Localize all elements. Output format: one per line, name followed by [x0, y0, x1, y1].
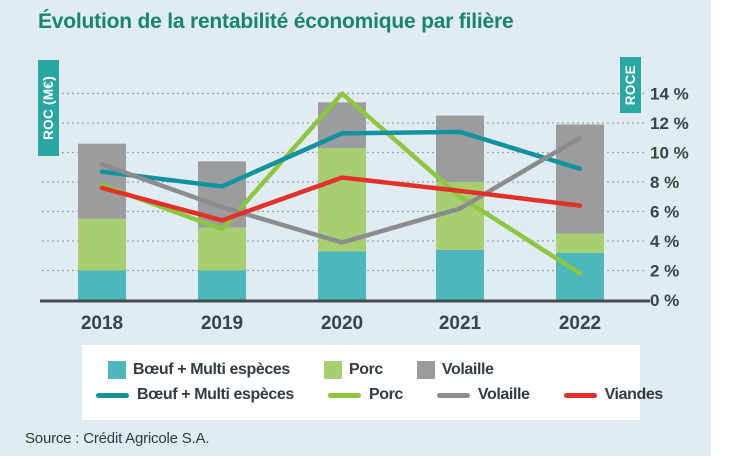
right-axis-tick-label: 4 %: [650, 232, 679, 251]
left-axis-label: ROC (M€): [41, 76, 56, 140]
swatch-square-porc-icon: [323, 361, 342, 379]
legend-item-bar-volaille: Volaille: [416, 361, 494, 379]
bar-segment: [78, 270, 126, 300]
x-axis-label: 2021: [439, 313, 482, 334]
bar-segment: [78, 218, 126, 271]
bar-segment: [556, 252, 604, 300]
bar-segment: [78, 143, 126, 219]
swatch-line-porc-icon: [327, 392, 361, 398]
right-axis-tick-label: 8 %: [650, 173, 679, 192]
legend-label: Bœuf + Multi espèces: [137, 386, 294, 403]
swatch-square-volaille-icon: [416, 361, 435, 379]
bar-segment: [318, 148, 366, 252]
bar-segment: [198, 227, 246, 271]
x-axis-label: 2020: [321, 313, 363, 334]
roce-line: [99, 91, 583, 276]
legend-item-line-boeuf: Bœuf + Multi espèces: [96, 386, 294, 404]
legend-label: Porc: [368, 386, 403, 403]
x-axis-label: 2019: [201, 313, 243, 334]
legend-row-bars: Bœuf + Multi espèces Porc Volaille: [82, 361, 640, 379]
roce-line: [99, 135, 583, 245]
swatch-square-boeuf-icon: [108, 361, 126, 379]
bar-segment: [556, 124, 604, 234]
right-axis-tick-label: 12 %: [650, 114, 689, 133]
legend-row-lines: Bœuf + Multi espèces Porc Volaille Viand…: [82, 386, 663, 404]
left-axis-label-badge: ROC (M€): [38, 60, 59, 156]
bar-segment: [436, 115, 484, 182]
legend-item-line-viandes: Viandes: [563, 386, 664, 404]
roce-line: [99, 175, 583, 223]
swatch-line-viandes-icon: [563, 392, 597, 398]
right-axis-tick-label: 0 %: [650, 291, 679, 310]
right-axis-label-badge: ROCE: [620, 57, 641, 113]
x-axis-label: 2022: [559, 313, 601, 334]
right-axis-label: ROCE: [623, 64, 638, 106]
roce-line: [99, 129, 583, 189]
bar-segment: [318, 251, 366, 300]
source-caption: Source : Crédit Agricole S.A.: [25, 430, 210, 447]
chart-title: Évolution de la rentabilité économique p…: [38, 10, 514, 33]
legend-item-bar-boeuf: Bœuf + Multi espèces: [108, 361, 290, 379]
legend-item-line-porc: Porc: [327, 386, 403, 404]
bar-segment: [436, 249, 484, 300]
legend-label: Viandes: [604, 386, 664, 403]
swatch-line-volaille-icon: [436, 392, 470, 398]
chart-panel: Évolution de la rentabilité économique p…: [0, 0, 711, 456]
bar-segment: [198, 270, 246, 300]
right-axis-tick-label: 6 %: [650, 203, 679, 222]
legend: Bœuf + Multi espèces Porc Volaille Bœuf …: [82, 345, 663, 420]
legend-label: Porc: [348, 361, 383, 378]
legend-label: Bœuf + Multi espèces: [133, 361, 290, 378]
bar-segment: [556, 233, 604, 253]
legend-label: Volaille: [477, 386, 530, 403]
legend-item-bar-porc: Porc: [323, 361, 383, 379]
right-axis-tick-label: 14 %: [650, 85, 689, 104]
legend-label: Volaille: [441, 361, 494, 378]
x-axis-label: 2018: [81, 313, 123, 334]
swatch-line-boeuf-icon: [96, 392, 129, 398]
legend-item-line-volaille: Volaille: [436, 386, 530, 404]
right-axis-tick-label: 10 %: [650, 144, 689, 163]
right-axis-tick-label: 2 %: [650, 262, 679, 281]
